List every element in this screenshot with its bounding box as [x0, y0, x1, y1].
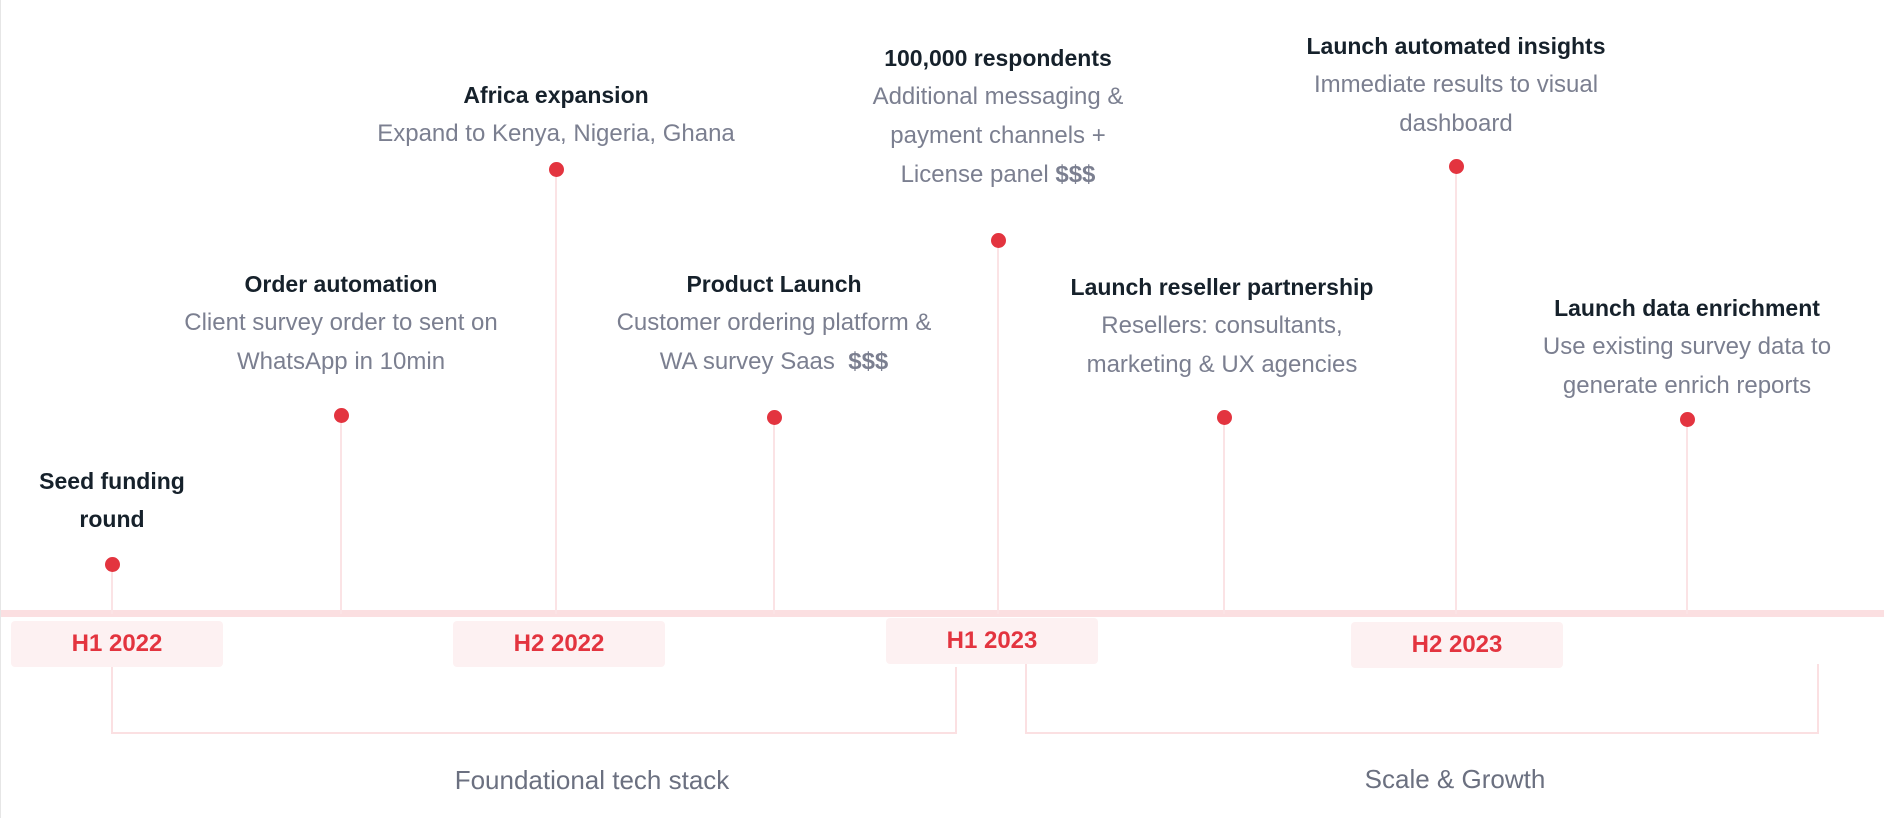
stem: [1455, 166, 1457, 614]
milestone-product-launch: Product Launch Customer ordering platfor…: [554, 265, 994, 381]
stem: [997, 240, 999, 614]
milestone-description: generate enrich reports: [1562, 372, 1812, 399]
timeline-track: [1, 610, 1884, 617]
stem: [1223, 417, 1225, 614]
milestone-description: License panel $$$: [900, 161, 1096, 188]
period-label-h2-2023: H2 2023: [1351, 622, 1563, 668]
milestone-dot: [991, 233, 1006, 248]
phase-label-foundational: Foundational tech stack: [454, 765, 730, 795]
period-label-h1-2023: H1 2023: [886, 618, 1098, 664]
milestone-dot: [767, 410, 782, 425]
period-label-h1-2022: H1 2022: [11, 621, 223, 667]
milestone-description: Client survey order to sent on: [184, 309, 498, 336]
milestone-dot: [1449, 159, 1464, 174]
milestone-description: Additional messaging &: [872, 83, 1124, 110]
price-marker: $$$: [848, 348, 889, 375]
milestone-africa-expansion: Africa expansion Expand to Kenya, Nigeri…: [336, 76, 776, 153]
milestone-description: Immediate results to visual: [1313, 71, 1599, 98]
milestone-dot: [1680, 412, 1695, 427]
milestone-description: Expand to Kenya, Nigeria, Ghana: [377, 120, 735, 147]
phase-bracket-scale: [1025, 664, 1819, 734]
milestone-dot: [1217, 410, 1232, 425]
milestone-seed-funding: Seed funding round: [0, 462, 332, 538]
period-label-h2-2022: H2 2022: [453, 621, 665, 667]
phase-bracket-foundational: [111, 667, 957, 734]
milestone-title: Launch reseller partnership: [1070, 274, 1374, 300]
milestone-title: Launch automated insights: [1306, 33, 1606, 59]
price-marker: $$$: [1055, 161, 1096, 188]
milestone-100000-respondents: 100,000 respondents Additional messaging…: [778, 39, 1218, 194]
milestone-dot: [549, 162, 564, 177]
milestone-title: Launch data enrichment: [1554, 295, 1820, 321]
milestone-dot: [334, 408, 349, 423]
milestone-title: round: [79, 506, 145, 532]
milestone-description: marketing & UX agencies: [1086, 351, 1358, 378]
milestone-description: dashboard: [1399, 110, 1513, 137]
milestone-description: WhatsApp in 10min: [236, 348, 446, 375]
milestone-data-enrichment: Launch data enrichment Use existing surv…: [1467, 289, 1884, 405]
milestone-automated-insights: Launch automated insights Immediate resu…: [1236, 27, 1676, 143]
milestone-title: Order automation: [244, 271, 438, 297]
phase-label-scale-growth: Scale & Growth: [1364, 764, 1546, 794]
milestone-dot: [105, 557, 120, 572]
stem: [555, 169, 557, 614]
milestone-description: Customer ordering platform &: [616, 309, 932, 336]
stem: [1686, 419, 1688, 614]
milestone-title: Seed funding: [39, 468, 185, 494]
milestone-order-automation: Order automation Client survey order to …: [121, 265, 561, 381]
milestone-description: Resellers: consultants,: [1101, 312, 1343, 339]
milestone-reseller-partnership: Launch reseller partnership Resellers: c…: [1002, 268, 1442, 384]
milestone-title: Africa expansion: [463, 82, 649, 108]
milestone-description: payment channels +: [890, 122, 1106, 149]
stem: [111, 564, 113, 614]
milestone-title: 100,000 respondents: [884, 45, 1112, 71]
milestone-title: Product Launch: [686, 271, 862, 297]
milestone-description: Use existing survey data to: [1542, 333, 1832, 360]
stem: [773, 417, 775, 614]
milestone-description: WA survey Saas $$$: [659, 348, 889, 375]
stem: [340, 415, 342, 614]
